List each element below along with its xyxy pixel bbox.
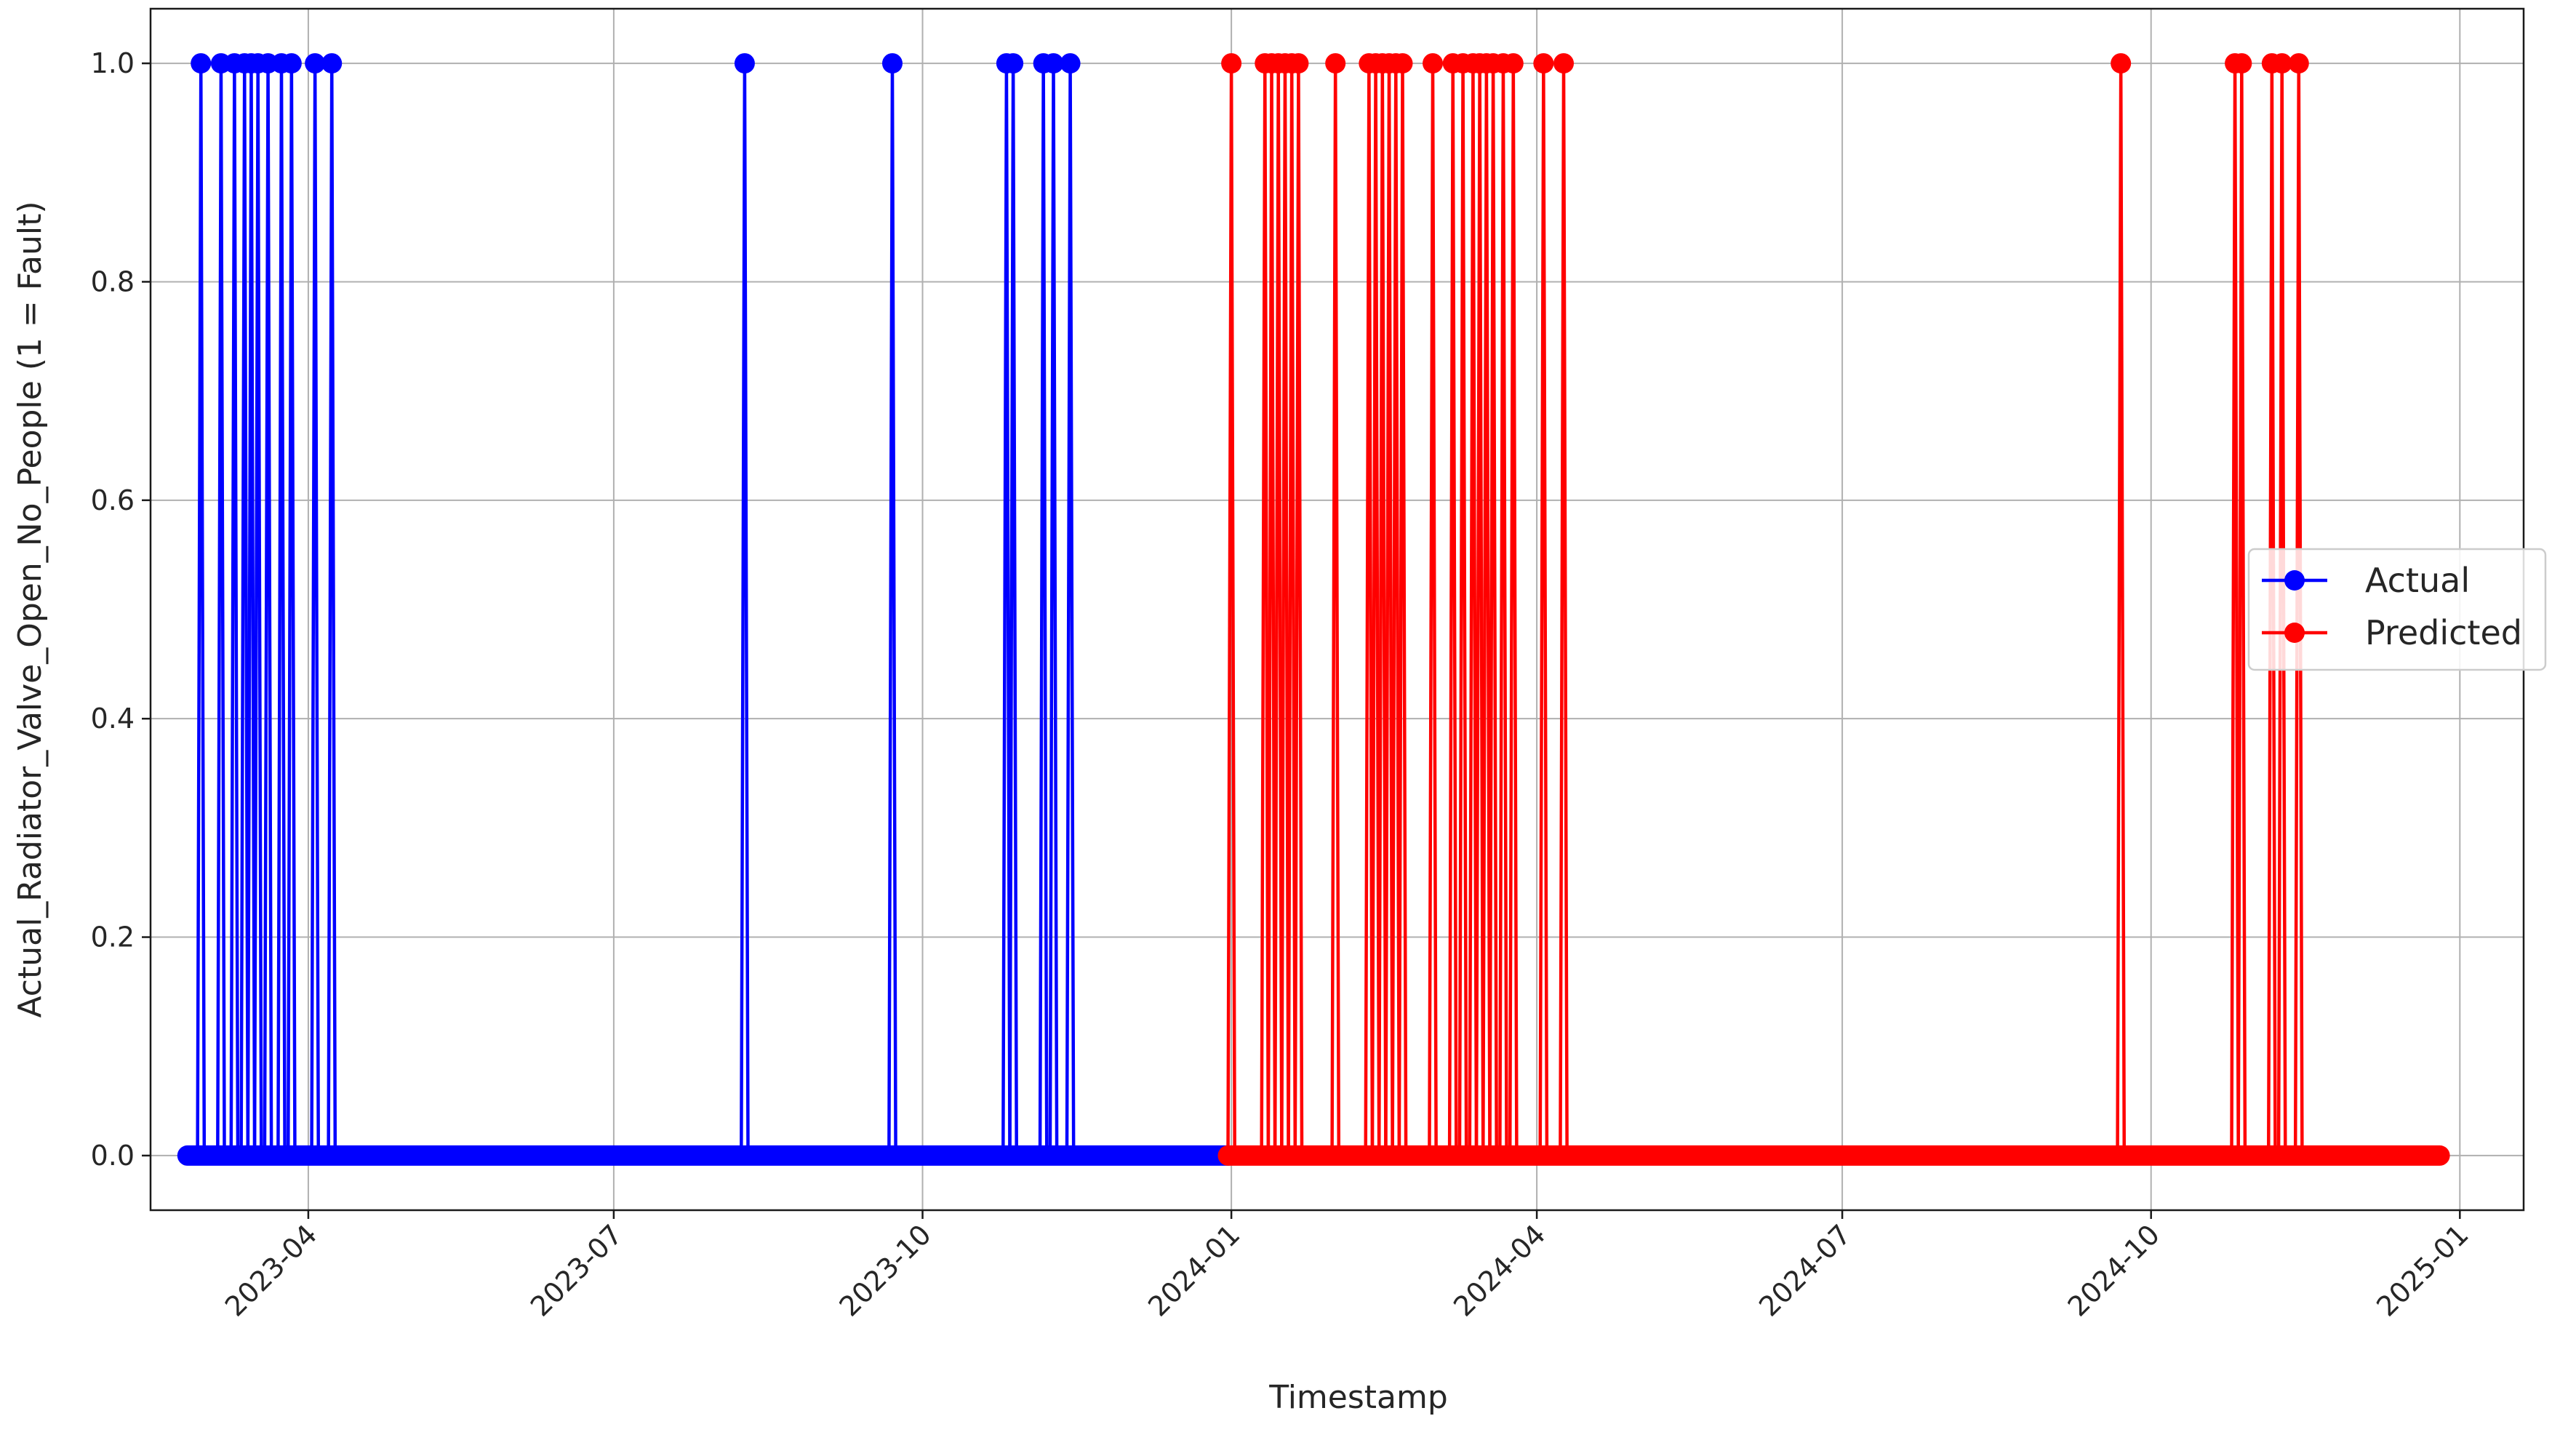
fault-point	[321, 53, 343, 74]
y-axis-title: Actual_Radiator_Valve_Open_No_People (1 …	[12, 201, 49, 1017]
fault-point	[281, 53, 302, 74]
fault-point	[1533, 53, 1554, 74]
legend-label-actual: Actual	[2365, 561, 2470, 600]
y-tick-label: 0.2	[91, 921, 135, 953]
y-tick-label: 0.8	[91, 265, 135, 297]
fault-point	[2111, 53, 2132, 74]
fault-point	[1003, 53, 1024, 74]
series-layer	[177, 53, 2450, 1166]
fault-point	[2288, 53, 2309, 74]
fault-point	[1043, 53, 1064, 74]
fault-point	[1503, 53, 1524, 74]
fault-point	[1060, 53, 1081, 74]
fault-point	[1221, 53, 1242, 74]
fault-point	[2271, 53, 2292, 74]
legend-marker-predicted	[2284, 623, 2305, 643]
series-predicted	[1217, 53, 2450, 1166]
legend-marker-actual	[2284, 570, 2305, 591]
series-actual	[177, 53, 1239, 1166]
fault-point	[1553, 53, 1575, 74]
fault-point	[1392, 53, 1413, 74]
fault-point	[881, 53, 903, 74]
y-tick-label: 1.0	[91, 47, 135, 79]
legend: Actual Predicted	[2247, 548, 2547, 671]
fault-point	[1288, 53, 1309, 74]
y-tick-label: 0.0	[91, 1140, 135, 1172]
fault-point	[191, 53, 212, 74]
fault-point	[305, 53, 326, 74]
fault-point	[1423, 53, 1444, 74]
fault-point	[734, 53, 755, 74]
legend-label-predicted: Predicted	[2365, 613, 2522, 652]
fault-point	[2231, 53, 2252, 74]
fault-point	[1325, 53, 1346, 74]
y-tick-label: 0.6	[91, 484, 135, 516]
y-tick-label: 0.4	[91, 703, 135, 735]
x-axis-title: Timestamp	[1268, 1379, 1448, 1416]
